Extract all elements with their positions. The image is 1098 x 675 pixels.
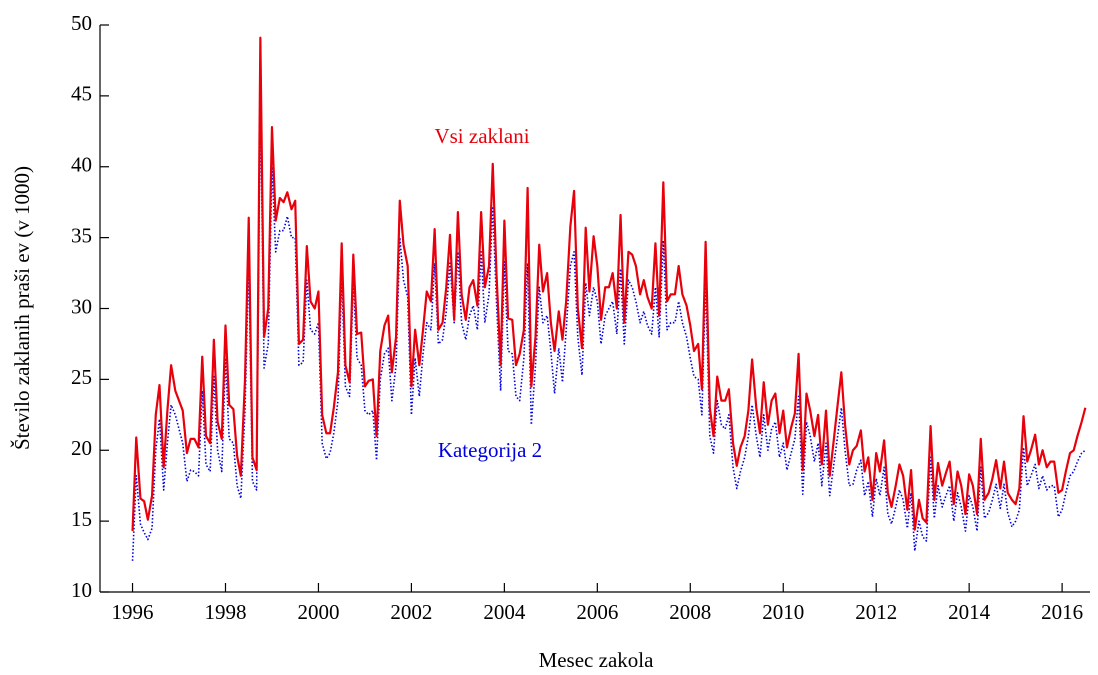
x-tick-label: 2004 xyxy=(483,600,526,624)
y-tick-label: 25 xyxy=(71,365,92,389)
x-tick-label: 2010 xyxy=(762,600,804,624)
x-tick-label: 2006 xyxy=(576,600,618,624)
y-tick-label: 35 xyxy=(71,223,92,247)
series-label: Vsi zaklani xyxy=(434,124,529,148)
y-tick-label: 40 xyxy=(71,153,92,177)
y-tick-label: 15 xyxy=(71,507,92,531)
x-tick-label: 2002 xyxy=(390,600,432,624)
x-tick-label: 1996 xyxy=(112,600,154,624)
series-line xyxy=(131,36,1087,532)
x-tick-label: 2012 xyxy=(855,600,897,624)
x-tick-label: 2016 xyxy=(1041,600,1083,624)
x-tick-label: 2008 xyxy=(669,600,711,624)
y-tick-label: 20 xyxy=(71,436,92,460)
series-label: Kategorija 2 xyxy=(438,438,542,462)
series-line xyxy=(131,83,1086,561)
y-tick-label: 45 xyxy=(71,82,92,106)
x-axis-label: Mesec zakola xyxy=(539,648,655,672)
y-tick-label: 50 xyxy=(71,11,92,35)
y-tick-label: 10 xyxy=(71,578,92,602)
y-axis-label: Število zaklanih praši ev (v 1000) xyxy=(10,166,34,450)
x-tick-label: 1998 xyxy=(204,600,246,624)
y-tick-label: 30 xyxy=(71,294,92,318)
x-tick-label: 2014 xyxy=(948,600,991,624)
x-tick-label: 2000 xyxy=(297,600,339,624)
